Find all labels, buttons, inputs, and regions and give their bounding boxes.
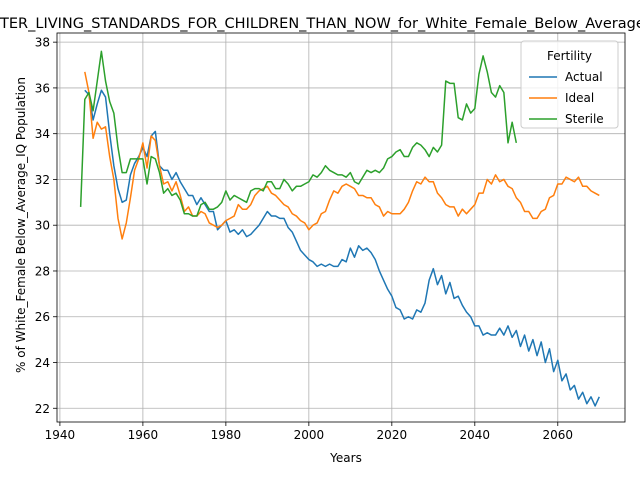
y-tick-label: 34: [35, 127, 50, 141]
x-tick-label: 2020: [377, 428, 408, 442]
legend-title: Fertility: [547, 49, 592, 63]
series-line-ideal: [84, 71, 600, 240]
series-line-actual: [84, 89, 600, 407]
y-tick-label: 22: [35, 402, 50, 416]
legend-box: [520, 40, 619, 129]
x-tick-label: 2000: [294, 428, 325, 442]
chart-title: BETTER_LIVING_STANDARDS_FOR_CHILDREN_THA…: [0, 16, 640, 32]
x-axis-label: Years: [329, 451, 362, 465]
legend-label: Ideal: [565, 91, 594, 105]
y-tick-label: 38: [35, 36, 50, 50]
legend: Fertility Actual Ideal Sterile: [520, 40, 619, 129]
x-tick-label: 1980: [211, 428, 242, 442]
y-tick-label: 30: [35, 219, 50, 233]
x-tick-label: 1960: [128, 428, 159, 442]
grid: [57, 33, 625, 422]
y-tick-label: 32: [35, 173, 50, 187]
axis-ticks: 1940 1960 1980 2000 2020 2040 2060 22 24 26 28 30 32…: [35, 36, 573, 442]
y-tick-label: 28: [35, 264, 50, 278]
y-axis-label: % of White_Female Below_Average_IQ Popul…: [14, 77, 28, 373]
series-layer: [79, 50, 600, 407]
plot-frame: [56, 32, 626, 423]
x-tick-label: 2060: [543, 428, 574, 442]
legend-label: Actual: [565, 70, 603, 84]
y-tick-label: 36: [35, 81, 50, 95]
y-tick-label: 26: [35, 310, 50, 324]
series-line-sterile: [79, 50, 518, 217]
x-tick-label: 1940: [45, 428, 76, 442]
y-tick-label: 24: [35, 356, 50, 370]
x-tick-label: 2040: [460, 428, 491, 442]
legend-label: Sterile: [565, 112, 604, 126]
